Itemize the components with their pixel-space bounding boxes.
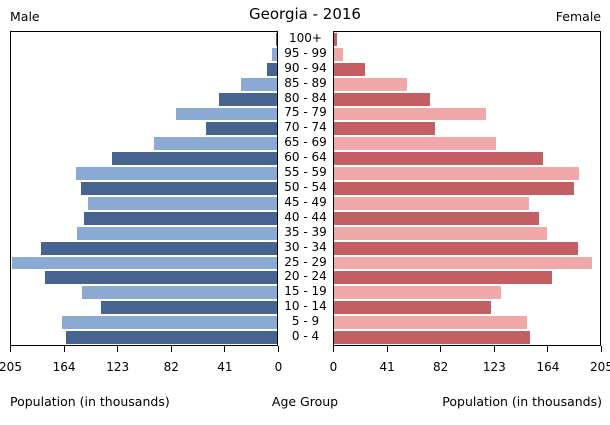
age-group-label: 65 - 69 [284,135,327,150]
x-axis-tick-label: 205 [590,360,610,374]
bar-male-50-54 [81,182,277,195]
x-axis-tick-label: 164 [52,360,76,374]
female-plot-area [333,31,601,346]
bar-female-55-59 [334,167,580,181]
x-axis-tick [493,346,495,352]
bar-male-30-34 [40,241,277,255]
x-axis-tick [117,346,119,352]
x-axis-tick-label: 0 [329,360,338,374]
bar-female-35-39 [334,226,547,240]
bar-female-80-84 [334,92,431,106]
male-side-label: Male [10,9,40,24]
age-group-label: 40 - 44 [284,209,327,224]
age-group-label: 75 - 79 [284,105,327,120]
bar-female-40-44 [334,211,539,225]
x-axis-tick [333,346,334,352]
x-axis-tick [547,346,549,352]
bar-male-55-59 [75,167,277,181]
x-axis-tick [170,346,172,352]
bar-male-75-79 [175,107,277,121]
center-axis-title: Age Group [271,394,339,409]
bar-male-15-19 [82,286,277,300]
bar-male-65-69 [153,137,277,151]
bar-female-100+ [334,33,337,46]
bar-female-10-14 [334,301,491,315]
female-side-label: Female [555,9,601,24]
age-group-label: 20 - 24 [284,269,327,284]
bar-male-45-49 [87,196,277,210]
male-plot-area [10,31,278,346]
bar-male-40-44 [83,211,277,225]
bar-male-60-64 [112,152,277,166]
x-axis-tick-label: 123 [482,360,506,374]
x-axis-tick [601,346,602,352]
x-axis-tick-label: 123 [106,360,130,374]
age-group-label: 25 - 29 [284,254,327,269]
bar-male-80-84 [218,92,277,106]
bar-female-75-79 [334,107,486,121]
left-axis-title: Population (in thousands) [10,394,170,409]
bar-female-60-64 [334,152,543,166]
age-group-label: 100+ [289,30,322,45]
x-axis-tick-label: 205 [0,360,22,374]
age-group-label: 95 - 99 [284,45,327,60]
x-axis-tick [278,346,279,352]
bar-female-25-29 [334,256,593,270]
age-group-label: 60 - 64 [284,150,327,165]
bar-male-35-39 [77,226,277,240]
x-axis-tick [63,346,65,352]
age-group-label: 5 - 9 [291,314,320,329]
bar-female-90-94 [334,62,366,76]
x-axis-tick-label: 82 [163,360,179,374]
bar-female-50-54 [334,182,575,195]
age-group-label: 55 - 59 [284,165,327,180]
bar-male-70-74 [205,122,277,136]
right-axis-title: Population (in thousands) [442,394,602,409]
bar-female-15-19 [334,286,502,300]
age-group-label: 45 - 49 [284,194,327,209]
x-axis-tick [440,346,442,352]
age-group-axis: 100+ 95 - 99 90 - 94 85 - 89 80 - 84 75 - 79 7… [279,31,332,346]
age-group-label: 15 - 19 [284,284,327,299]
bar-male-85-89 [240,77,277,91]
bar-male-10-14 [100,301,277,315]
age-group-label: 30 - 34 [284,239,327,254]
age-group-label: 90 - 94 [284,60,327,75]
bar-female-70-74 [334,122,436,136]
x-axis-tick [10,346,11,352]
age-group-label: 0 - 4 [291,329,320,344]
age-group-label: 50 - 54 [284,180,327,194]
bar-male-20-24 [44,271,277,285]
bar-female-85-89 [334,77,407,91]
bar-female-5-9 [334,316,528,330]
x-axis-tick-label: 0 [274,360,283,374]
bar-female-95-99 [334,47,344,61]
x-axis-tick-label: 41 [379,360,395,374]
age-group-label: 80 - 84 [284,90,327,105]
x-axis-tick-label: 41 [217,360,233,374]
bar-female-65-69 [334,137,497,151]
x-axis-tick-label: 82 [433,360,449,374]
age-group-label: 35 - 39 [284,224,327,239]
age-group-label: 70 - 74 [284,120,327,135]
bar-male-90-94 [266,62,277,76]
bar-male-100+ [275,33,277,46]
bar-male-95-99 [271,47,277,61]
bar-male-0-4 [65,331,277,344]
bar-female-30-34 [334,241,578,255]
x-axis-tick-label: 164 [536,360,560,374]
bar-female-45-49 [334,196,529,210]
bar-female-20-24 [334,271,552,285]
age-group-label: 85 - 89 [284,75,327,90]
bar-male-5-9 [61,316,277,330]
bar-male-25-29 [12,256,277,270]
x-axis-tick [386,346,388,352]
age-group-label: 10 - 14 [284,299,327,314]
x-axis-tick [224,346,226,352]
chart-title: Georgia - 2016 [249,5,361,23]
bar-female-0-4 [334,331,530,344]
